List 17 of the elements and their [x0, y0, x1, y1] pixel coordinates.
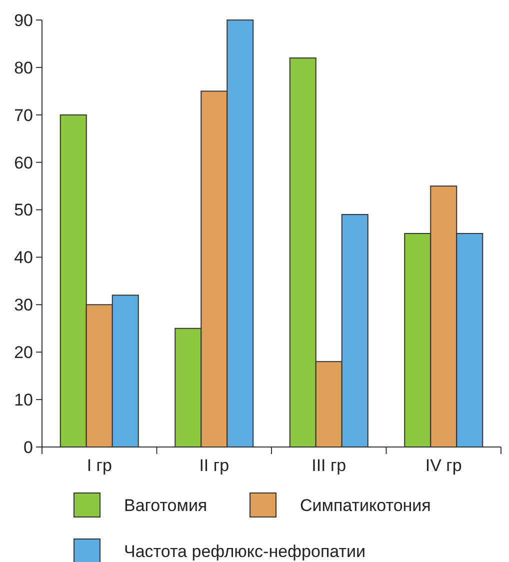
- y-tick-label: 0: [24, 438, 33, 457]
- x-tick-label: II гр: [199, 456, 230, 475]
- y-tick-label: 40: [14, 248, 33, 268]
- y-tick-label: 80: [14, 58, 33, 78]
- legend-label: Ваготомия: [124, 496, 208, 515]
- y-tick-label: 30: [14, 296, 33, 315]
- x-tick-label: IV гр: [425, 456, 462, 475]
- y-tick-label: 60: [14, 153, 33, 172]
- y-tick-label: 50: [14, 200, 33, 220]
- x-tick-label: I гр: [86, 456, 112, 475]
- x-tick-label: III гр: [312, 456, 346, 475]
- legend-label: Частота рефлюкс-нефропатии: [124, 542, 366, 561]
- y-tick-label: 90: [14, 10, 33, 30]
- y-tick-label: 70: [14, 106, 33, 125]
- legend-label: Симпатикотония: [300, 496, 431, 515]
- y-tick-label: 10: [14, 390, 33, 410]
- y-tick-label: 20: [14, 343, 33, 362]
